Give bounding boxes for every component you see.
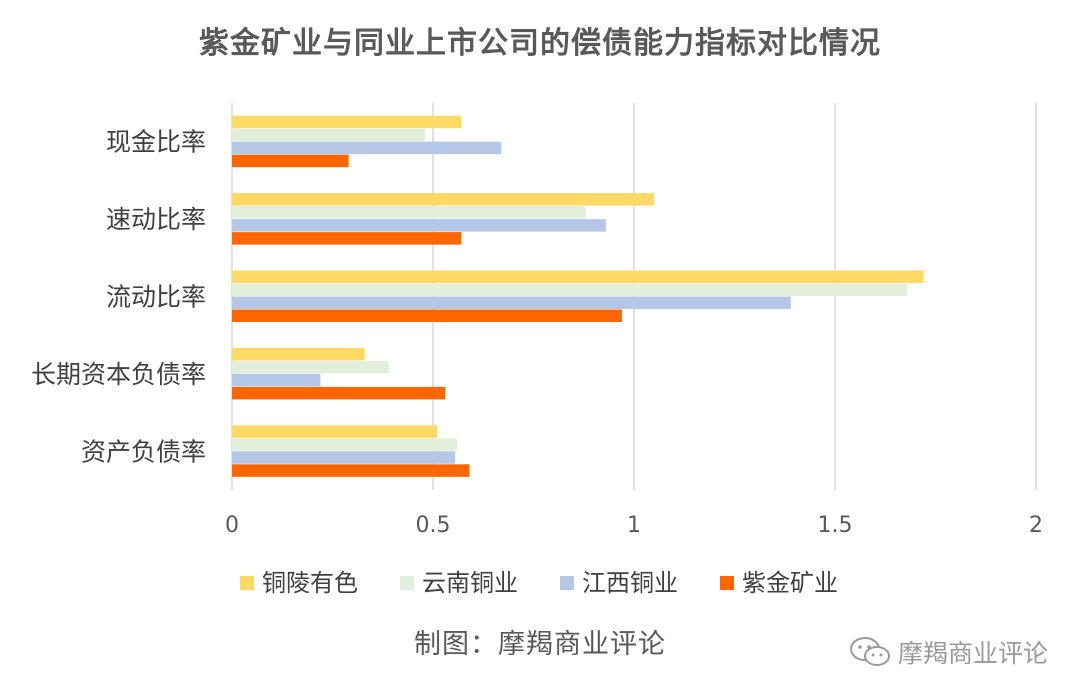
bar-1-1: [232, 206, 586, 219]
legend-swatch-3: [720, 576, 734, 590]
bar-4-3: [232, 464, 470, 477]
watermark-text: 摩羯商业评论: [897, 639, 1048, 668]
bar-2-0: [232, 270, 924, 283]
legend-item-2: 江西铜业: [560, 569, 678, 597]
bar-1-2: [232, 219, 606, 232]
bar-0-2: [232, 141, 502, 155]
legend-label-2: 江西铜业: [582, 569, 678, 597]
category-label-2: 流动比率: [106, 283, 206, 312]
legend-label-3: 紫金矿业: [742, 569, 838, 597]
category-label-4: 资产负债率: [81, 437, 206, 466]
bar-0-1: [232, 128, 425, 142]
x-tick-label-4: 2: [1029, 513, 1043, 538]
chart-source-caption: 制图：摩羯商业评论: [414, 629, 666, 660]
bar-4-2: [232, 451, 456, 464]
legend-item-3: 紫金矿业: [720, 569, 838, 597]
x-tick-label-0: 0: [225, 513, 239, 538]
bar-1-3: [232, 232, 462, 245]
category-label-0: 现金比率: [106, 128, 206, 157]
legend-swatch-2: [560, 576, 574, 590]
bar-3-2: [232, 373, 321, 387]
x-tick-label-1: 0.5: [416, 513, 451, 538]
bars: [232, 115, 924, 477]
watermark: 摩羯商业评论: [848, 634, 1048, 670]
bar-1-0: [232, 193, 655, 206]
bar-2-1: [232, 283, 908, 296]
legend-swatch-1: [400, 576, 414, 590]
category-label-3: 长期资本负债率: [31, 360, 206, 389]
bar-4-1: [232, 438, 458, 451]
legend: 铜陵有色 云南铜业 江西铜业 紫金矿业: [240, 569, 838, 597]
bar-2-3: [232, 309, 622, 322]
x-tick-label-2: 1: [627, 513, 641, 538]
legend-label-0: 铜陵有色: [262, 569, 358, 597]
bar-3-1: [232, 360, 389, 374]
legend-item-0: 铜陵有色: [240, 569, 358, 597]
bar-4-0: [232, 425, 438, 438]
bar-0-0: [232, 115, 462, 129]
x-tick-label-3: 1.5: [818, 513, 853, 538]
bar-2-2: [232, 296, 791, 309]
x-tick-labels: 0 0.5 1 1.5 2: [225, 513, 1043, 538]
bar-3-0: [232, 347, 365, 361]
legend-item-1: 云南铜业: [400, 569, 518, 597]
legend-label-1: 云南铜业: [422, 569, 518, 597]
bar-0-3: [232, 154, 349, 168]
legend-swatch-0: [240, 576, 254, 590]
category-label-1: 速动比率: [106, 205, 206, 234]
wechat-icon: [849, 637, 890, 666]
chart-title: 紫金矿业与同业上市公司的偿债能力指标对比情况: [199, 26, 881, 61]
bar-3-3: [232, 386, 446, 400]
